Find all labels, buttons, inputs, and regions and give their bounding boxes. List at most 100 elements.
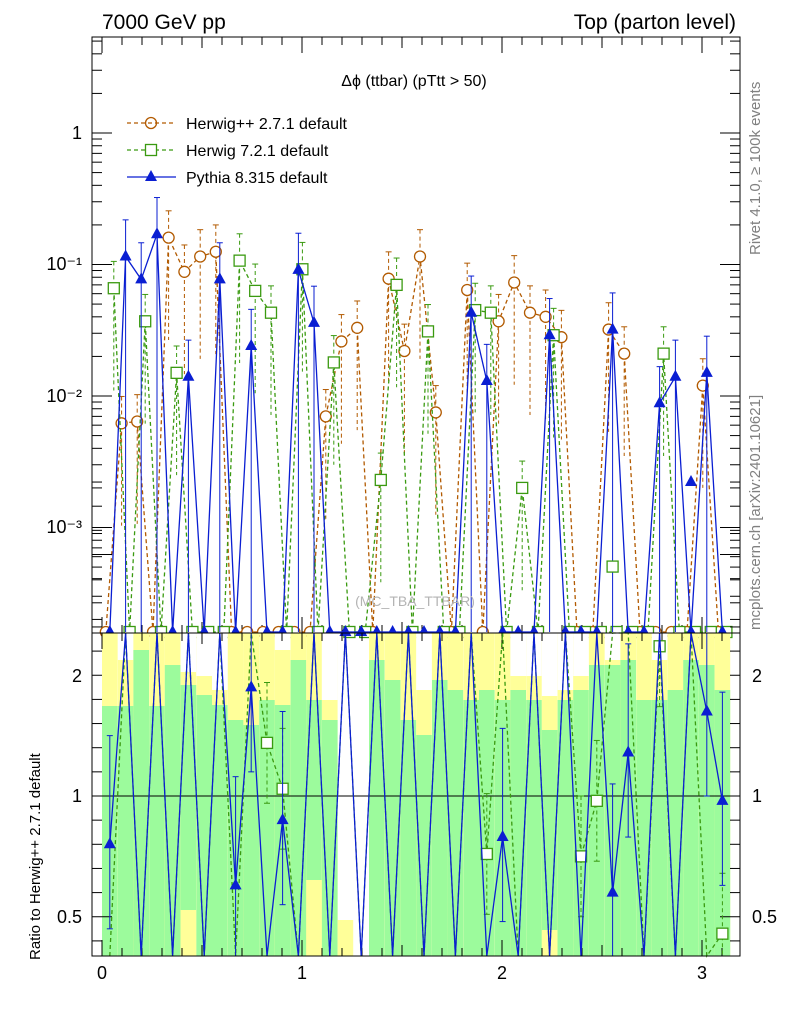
ratio-band-green — [636, 700, 652, 956]
ratio-band-gap — [573, 633, 589, 676]
ratio-band-green — [541, 730, 558, 956]
ratio-band-gap — [604, 633, 621, 660]
ratio-band-green — [651, 700, 668, 956]
ratio-y-tick-label-right-0.5: 0.5 — [752, 907, 777, 927]
ratio-band-gap — [212, 633, 228, 690]
chart-title: Δϕ (ttbar) (pTtt > 50) — [341, 73, 486, 90]
rivet-version-label: Rivet 4.1.0, ≥ 100k events — [747, 82, 764, 255]
y-tick-label-1e-2: 10⁻² — [46, 386, 82, 406]
ratio-band-green — [400, 720, 417, 956]
y-tick-label-1e-3: 10⁻³ — [46, 517, 82, 537]
ratio-point-square — [716, 927, 729, 940]
data-point-triangle — [292, 262, 305, 274]
data-point-triangle — [151, 227, 163, 239]
ratio-y-tick-label-1: 1 — [72, 786, 82, 806]
data-point-square — [657, 347, 670, 360]
ratio-band-green — [243, 725, 259, 956]
ratio-band-green — [432, 680, 448, 956]
ratio-point-square — [606, 560, 619, 573]
ratio-band-green — [117, 706, 134, 956]
data-point-circle — [319, 410, 332, 423]
ratio-band-green — [667, 690, 684, 956]
ratio-point-square — [590, 794, 603, 807]
ratio-point-triangle — [606, 885, 619, 897]
legend-label-herwig7: Herwig 7.2.1 default — [186, 143, 329, 160]
ratio-band-gap — [541, 633, 558, 696]
ratio-point-triangle — [229, 878, 242, 890]
data-point-square — [374, 473, 387, 487]
ratio-band-green — [212, 705, 228, 956]
ratio-band-green — [133, 650, 149, 956]
data-point-circle — [523, 306, 537, 319]
ratio-band-gap — [180, 633, 197, 672]
ratio-band-green — [447, 690, 464, 956]
data-point-circle — [209, 245, 222, 258]
ratio-band-yellow-low — [306, 880, 322, 956]
ratio-y-tick-label-right-2: 2 — [752, 666, 762, 686]
data-point-circle — [413, 250, 427, 263]
x-tick-label-0: 0 — [97, 963, 107, 983]
ratio-point-triangle — [622, 745, 635, 757]
ratio-band-gap — [557, 633, 574, 690]
ratio-band-green — [557, 700, 574, 956]
data-point-triangle — [182, 369, 195, 381]
ratio-band-green — [164, 665, 181, 956]
ratio-y-tick-label-2: 2 — [72, 666, 82, 686]
ratio-point-triangle — [276, 813, 289, 825]
ratio-band-yellow-low — [337, 920, 354, 956]
data-point-circle — [429, 406, 442, 419]
triangle-marker-icon — [145, 170, 157, 181]
ratio-panel: Ratio to Herwig++ 2.7.1 default 0.5 1 2 … — [27, 475, 777, 983]
data-point-square — [170, 366, 183, 379]
ratio-band-green — [416, 735, 432, 956]
ratio-band-gap — [322, 633, 338, 700]
data-point-square — [484, 306, 497, 319]
data-point-circle — [461, 283, 474, 297]
ratio-point-triangle — [245, 680, 258, 692]
data-point-triangle — [245, 339, 258, 351]
square-marker-icon — [144, 143, 158, 157]
ratio-y-tick-label-right-1: 1 — [752, 786, 762, 806]
ratio-y-axis-label: Ratio to Herwig++ 2.7.1 default — [27, 752, 44, 960]
mcplots-label: mcplots.cern.ch [arXiv:2401.10621] — [747, 395, 764, 630]
data-point-circle — [539, 310, 552, 323]
legend-entry-herwig7: Herwig 7.2.1 default — [127, 143, 329, 160]
header-left: 7000 GeV pp — [102, 11, 226, 34]
series-line-2 — [109, 233, 724, 633]
data-point-triangle — [480, 374, 493, 386]
data-point-circle — [618, 347, 631, 360]
ratio-point-triangle — [685, 475, 697, 487]
ratio-frame — [91, 632, 741, 957]
data-point-circle — [194, 250, 207, 263]
x-tick-label-2: 2 — [497, 963, 507, 983]
data-point-square — [264, 306, 278, 319]
data-point-square — [249, 284, 262, 298]
ratio-point-triangle — [716, 793, 729, 805]
data-point-circle — [131, 415, 144, 428]
ratio-band-gap — [510, 633, 526, 676]
data-point-circle — [162, 231, 175, 244]
ratio-y-tick-label-0.5: 0.5 — [57, 907, 82, 927]
ratio-band-yellow-low — [180, 910, 197, 956]
data-point-circle — [351, 321, 364, 334]
data-point-triangle — [700, 365, 713, 377]
ratio-point-triangle — [700, 704, 713, 716]
data-point-triangle — [653, 396, 666, 408]
data-point-triangle — [213, 272, 226, 284]
ratio-band-green — [149, 706, 165, 956]
data-point-triangle — [308, 315, 320, 327]
ratio-band-gap — [526, 633, 542, 676]
ratio-band-green — [683, 660, 699, 956]
data-point-triangle — [135, 272, 148, 284]
data-point-square — [390, 278, 403, 292]
legend-entry-pythia: Pythia 8.315 default — [127, 170, 328, 187]
ratio-band-green — [384, 680, 401, 956]
circle-marker-icon — [144, 116, 158, 130]
data-point-triangle — [669, 369, 682, 381]
ratio-band-green — [463, 700, 479, 956]
data-point-square — [107, 282, 120, 295]
data-point-square — [139, 315, 152, 328]
legend: Herwig++ 2.7.1 default Herwig 7.2.1 defa… — [127, 116, 348, 187]
ratio-band-green — [196, 695, 212, 956]
